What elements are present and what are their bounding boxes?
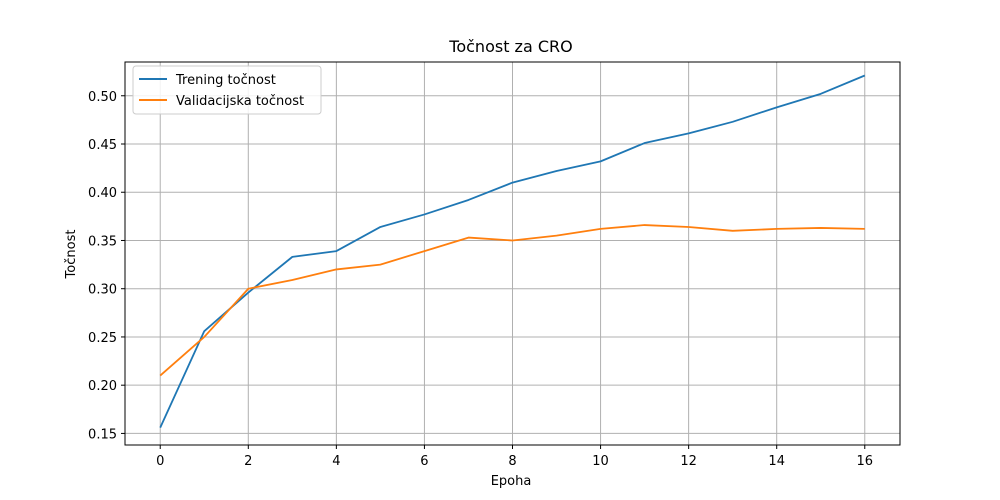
x-tick-label: 10 xyxy=(592,454,609,469)
series-line-validation xyxy=(159,224,865,377)
x-tick-label: 0 xyxy=(156,454,164,469)
series-lines xyxy=(159,74,866,429)
y-tick-label: 0.40 xyxy=(88,186,117,201)
x-tick-label: 12 xyxy=(680,454,697,469)
y-tick-label: 0.25 xyxy=(88,331,117,346)
series-line-training xyxy=(159,74,866,429)
chart-title: Točnost za CRO xyxy=(448,37,572,56)
y-axis-ticks: 0.15 0.20 0.25 0.30 0.35 0.40 0.45 0.50 xyxy=(88,90,125,442)
y-axis-label: Točnost xyxy=(64,230,79,280)
x-tick-label: 6 xyxy=(420,454,428,469)
y-tick-label: 0.50 xyxy=(88,90,117,105)
x-tick-label: 8 xyxy=(508,454,516,469)
y-tick-label: 0.20 xyxy=(88,379,117,394)
legend: Trening točnost Validacijska točnost xyxy=(132,65,322,115)
x-tick-label: 14 xyxy=(768,454,785,469)
x-tick-label: 16 xyxy=(856,454,873,469)
x-tick-label: 4 xyxy=(332,454,340,469)
legend-label-training: Trening točnost xyxy=(175,73,276,88)
legend-box xyxy=(132,65,322,115)
y-tick-label: 0.35 xyxy=(88,234,117,249)
y-tick-label: 0.45 xyxy=(88,138,117,153)
x-axis-ticks: 0 2 4 6 8 10 12 14 16 xyxy=(156,445,873,469)
legend-label-validation: Validacijska točnost xyxy=(176,94,304,109)
x-tick-label: 2 xyxy=(244,454,252,469)
x-axis-label: Epoha xyxy=(491,474,532,489)
grid xyxy=(125,62,900,445)
y-tick-label: 0.30 xyxy=(88,283,117,298)
y-tick-label: 0.15 xyxy=(88,427,117,442)
